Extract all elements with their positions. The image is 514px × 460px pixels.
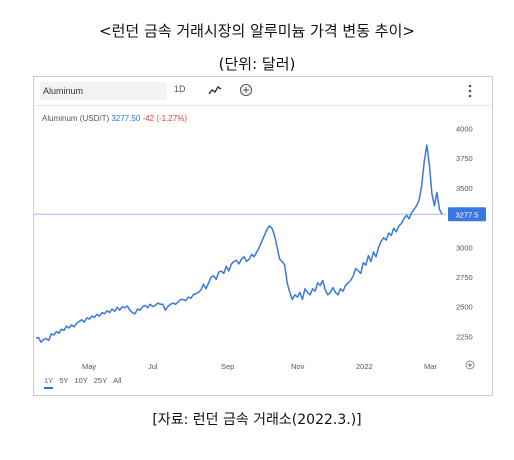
range-selector: 1Y 5Y 10Y 25Y All [44, 376, 127, 389]
y-tick-label: 2250 [456, 332, 473, 341]
chart-toolbar: Aluminum 1D [34, 77, 492, 106]
quote-price: 3277.50 [111, 114, 141, 123]
y-tick-label: 3000 [456, 243, 473, 252]
range-all[interactable]: All [113, 376, 122, 385]
quote-name: Aluminum (USD/T) [42, 114, 110, 123]
x-tick-label: Nov [291, 362, 305, 371]
source-note: [자료: 런던 금속 거래소(2022.3.)] [152, 412, 362, 428]
range-1y[interactable]: 1Y [44, 376, 54, 389]
range-25y[interactable]: 25Y [93, 376, 108, 385]
y-tick-label: 3750 [456, 154, 473, 163]
y-tick-label: 2500 [456, 303, 473, 312]
y-axis: 22502500275030003250350037504000 [456, 125, 473, 342]
price-series-line [35, 144, 443, 344]
quote-line: Aluminum (USD/T) 3277.50 -42 (-1.27%) [42, 114, 187, 123]
price-chart: 22502500275030003250350037504000 MayJulS… [34, 125, 486, 371]
y-tick-label: 3500 [456, 184, 473, 193]
settings-icon[interactable] [465, 360, 475, 370]
chart-widget: Aluminum 1D 2250250027503000325035003750… [33, 76, 493, 396]
current-price-badge: 3277.5 [448, 207, 486, 222]
unit-label: (단위: 달러) [218, 55, 296, 73]
interval-button[interactable]: 1D [174, 84, 186, 94]
quote-change: -42 (-1.27%) [142, 114, 187, 123]
range-5y[interactable]: 5Y [59, 376, 69, 385]
current-price-badge-text: 3277.5 [456, 210, 479, 219]
x-tick-label: Jul [148, 362, 158, 371]
symbol-search-input[interactable]: Aluminum [40, 82, 167, 100]
plus-circle-icon[interactable] [239, 83, 253, 97]
x-axis: May Jul Sep Nov 2022 Mar [82, 362, 437, 371]
y-tick-label: 2750 [456, 273, 473, 282]
line-chart-icon[interactable] [208, 84, 222, 96]
x-tick-label: Mar [424, 362, 437, 371]
x-tick-label: 2022 [356, 362, 373, 371]
y-tick-label: 4000 [456, 125, 473, 134]
x-tick-label: Sep [221, 362, 234, 371]
range-10y[interactable]: 10Y [74, 376, 88, 385]
chart-title: <런던 금속 거래시장의 알루미늄 가격 변동 추이> [99, 22, 415, 40]
x-tick-label: May [82, 362, 96, 371]
more-vertical-icon[interactable] [467, 83, 473, 99]
current-price-badge-bg [448, 207, 486, 222]
